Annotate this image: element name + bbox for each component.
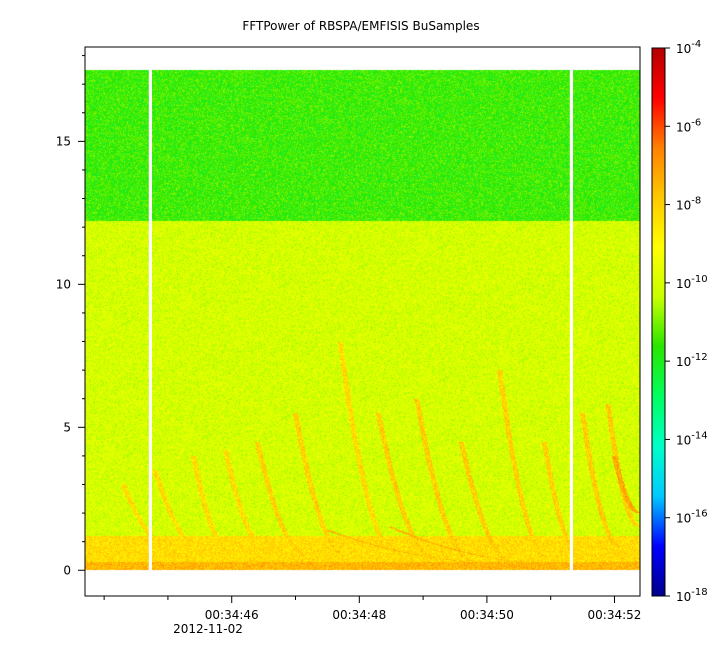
data-gaps — [148, 69, 574, 571]
colorbar-tick-label: 10-4 — [676, 39, 701, 56]
chart-title: FFTPower of RBSPA/EMFISIS BuSamples — [242, 19, 479, 33]
y-tick-label: 5 — [63, 420, 71, 434]
y-tick-label: 10 — [56, 277, 71, 291]
colorbar-tick-label: 10-14 — [676, 430, 708, 447]
y-tick-label: 0 — [63, 563, 71, 577]
y-tick-label: 15 — [56, 134, 71, 148]
x-tick-label: 00:34:46 — [205, 608, 259, 622]
colorbar-tick-label: 10-10 — [676, 274, 708, 291]
data-gap — [569, 69, 574, 571]
colorbar-tick-label: 10-12 — [676, 352, 708, 369]
colorbar-ticks: 10-4 10-6 10-8 10-10 10-12 10-14 10-16 10-18 — [665, 39, 708, 604]
x-tick-label: 00:34:52 — [588, 608, 642, 622]
spectrogram — [85, 47, 640, 596]
x-date-label: 2012-11-02 — [173, 622, 243, 636]
x-tick-label: 00:34:48 — [332, 608, 386, 622]
x-axis: 00:34:46 00:34:48 00:34:50 00:34:52 — [103, 596, 642, 622]
colorbar-tick-label: 10-6 — [676, 117, 701, 134]
colorbar-gradient — [651, 47, 666, 597]
colorbar: 10-4 10-6 10-8 10-10 10-12 10-14 10-16 10-18 — [651, 39, 708, 604]
colorbar-tick-label: 10-8 — [676, 196, 701, 213]
x-tick-label: 00:34:50 — [460, 608, 514, 622]
data-gap — [148, 69, 152, 571]
y-axis: 0 5 10 15 — [56, 55, 85, 577]
plot-frame — [84, 46, 641, 597]
colorbar-tick-label: 10-18 — [676, 587, 708, 604]
colorbar-tick-label: 10-16 — [676, 509, 708, 526]
